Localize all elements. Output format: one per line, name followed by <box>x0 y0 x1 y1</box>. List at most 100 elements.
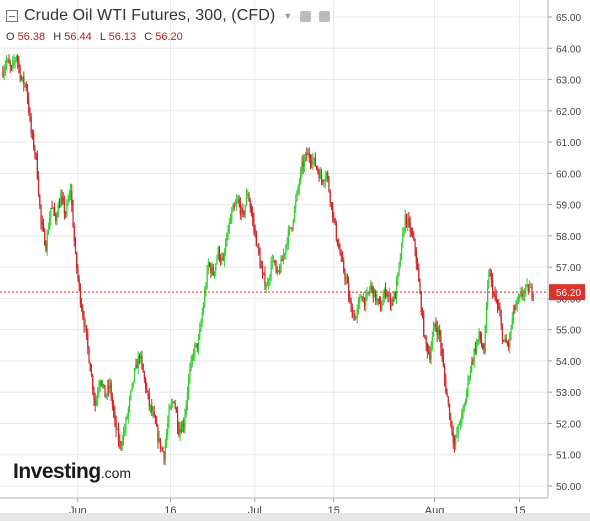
candle-body <box>528 287 531 293</box>
logo-suffix: .com <box>100 465 132 481</box>
candle-body <box>51 207 53 209</box>
candle-body <box>227 231 229 233</box>
candle-body <box>500 315 502 325</box>
candle-body <box>113 404 115 413</box>
candle-body <box>49 218 51 230</box>
candle-body <box>190 360 192 370</box>
candle-body <box>185 403 187 416</box>
candle-body <box>336 239 339 246</box>
candle-body <box>471 360 473 371</box>
candle-body <box>168 409 170 424</box>
candle-body <box>30 116 32 133</box>
candle-body <box>17 56 19 62</box>
candle-body <box>253 218 255 228</box>
candle-body <box>320 173 323 181</box>
ohlc-close-value: 56.20 <box>155 31 183 43</box>
candle-body <box>473 348 475 362</box>
candle-body <box>156 423 158 427</box>
candle-body <box>391 299 393 307</box>
candle-body <box>233 205 235 207</box>
candle-body <box>218 247 221 259</box>
candle-body <box>199 328 201 339</box>
candle-body <box>444 366 446 380</box>
candle-body <box>18 61 20 67</box>
candle-body <box>222 258 224 260</box>
candle-body <box>452 432 454 443</box>
candle-body <box>285 245 287 254</box>
candle-body <box>68 192 70 201</box>
candle-body <box>19 66 21 79</box>
candle-body <box>66 203 68 216</box>
candle-body <box>332 202 334 217</box>
candle-body <box>136 363 138 369</box>
candle-body <box>44 229 46 246</box>
candle-body <box>76 252 78 269</box>
chevron-down-icon[interactable]: ▼ <box>283 11 293 21</box>
candle-body <box>116 429 118 431</box>
candle-body <box>343 260 345 272</box>
candle-body <box>196 343 198 348</box>
candle-body <box>163 451 165 460</box>
candle-body <box>499 308 501 316</box>
candle-body <box>426 343 428 353</box>
candle-body <box>263 272 265 274</box>
candle-body <box>247 194 249 196</box>
y-tick-label: 63.00 <box>556 76 581 87</box>
candle-body <box>355 316 357 320</box>
candle-body <box>252 213 254 219</box>
candle-body <box>456 434 458 437</box>
candle-body <box>67 200 69 204</box>
candle-body <box>377 298 379 300</box>
candle-body <box>439 329 441 336</box>
candle-body <box>21 76 24 80</box>
collapse-icon[interactable] <box>6 10 18 22</box>
candle-body <box>12 61 14 67</box>
candle-body <box>344 271 346 279</box>
candle-body <box>423 313 425 336</box>
candle-body <box>238 199 240 204</box>
candle-body <box>140 355 142 359</box>
candle-body <box>494 294 496 296</box>
candle-body <box>493 293 495 295</box>
candle-body <box>149 405 152 407</box>
candle-body <box>4 65 6 71</box>
candle-body <box>202 305 205 314</box>
candle-body <box>468 377 470 379</box>
candle-body <box>87 334 89 348</box>
candle-body <box>405 214 408 225</box>
candle-body <box>295 199 297 208</box>
candle-body <box>31 132 34 135</box>
candle-body <box>205 287 207 293</box>
candle-body <box>516 299 518 306</box>
candle-body <box>479 331 481 340</box>
candle-body <box>50 207 52 219</box>
last-price-badge <box>549 284 585 301</box>
candle-body <box>410 231 412 233</box>
y-tick-label: 55.00 <box>556 326 581 337</box>
candle-body <box>328 178 330 192</box>
candle-body <box>270 261 272 277</box>
candle-body <box>371 284 373 287</box>
candle-body <box>530 286 532 288</box>
candle-body <box>507 343 510 347</box>
candle-body <box>460 422 462 425</box>
candle-body <box>98 387 100 394</box>
gear-icon[interactable] <box>319 10 331 22</box>
candle-body <box>474 348 476 352</box>
candle-body <box>188 377 190 394</box>
candle-body <box>388 294 390 296</box>
candle-body <box>349 296 351 301</box>
candle-body <box>409 221 411 232</box>
candle-body <box>302 161 304 167</box>
candle-body <box>224 245 227 255</box>
scrollbar-track[interactable] <box>0 513 590 521</box>
ohlc-low-value: 56.13 <box>108 31 137 43</box>
eye-icon[interactable] <box>300 10 312 22</box>
candle-body <box>148 394 150 406</box>
y-tick-label: 64.00 <box>556 44 581 55</box>
candle-body <box>506 342 508 344</box>
candle-body <box>184 415 186 428</box>
candle-body <box>256 244 259 247</box>
candle-body <box>200 322 202 329</box>
